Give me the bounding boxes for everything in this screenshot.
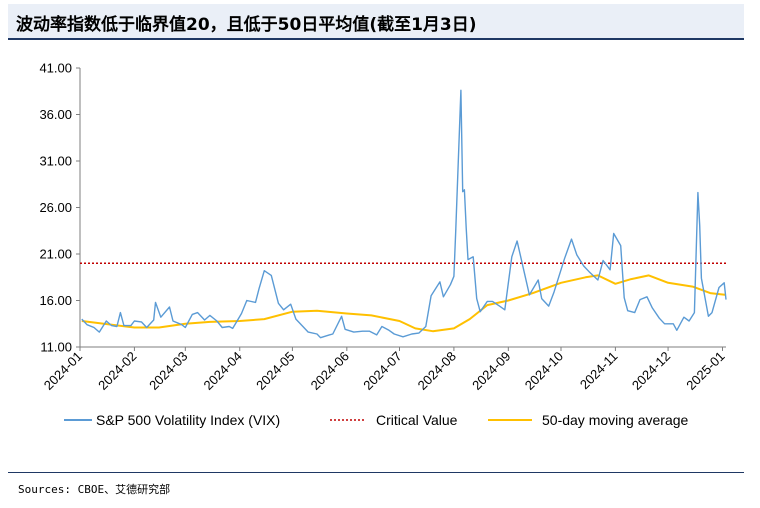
y-tick-label: 11.00 (40, 340, 72, 355)
x-tick-label: 2024-12 (629, 349, 673, 393)
x-tick-label: 2025-01 (683, 349, 727, 393)
source-note: Sources: CBOE、艾德研究部 (18, 483, 171, 496)
y-tick-label: 31.00 (39, 154, 72, 169)
y-tick-label: 26.00 (39, 200, 72, 215)
legend-label-0: S&P 500 Volatility Index (VIX) (96, 412, 280, 428)
x-tick-label: 2024-10 (522, 349, 566, 393)
y-axis: 11.00 16.00 21.00 26.00 31.00 36.00 41.00 (39, 61, 81, 355)
vix-chart: 11.00 16.00 21.00 26.00 31.00 36.00 41.00 2024… (39, 61, 728, 429)
x-tick-label: 2024-02 (95, 349, 139, 393)
series-layer (80, 89, 727, 339)
source-divider (8, 472, 744, 473)
y-tick-label: 36.00 (39, 107, 72, 122)
x-tick-label: 2024-07 (360, 349, 404, 393)
y-tick-label: 16.00 (39, 293, 72, 308)
legend-label-2: 50-day moving average (542, 412, 689, 428)
x-tick-label: 2024-05 (253, 349, 297, 393)
x-axis: 2024-01 2024-02 2024-03 2024-04 2024-05 2024-… (41, 346, 728, 393)
x-tick-label: 2024-06 (308, 349, 352, 393)
series-line-2 (81, 274, 727, 333)
legend: S&P 500 Volatility Index (VIX) Critical V… (64, 412, 689, 428)
x-tick-label: 2024-01 (41, 349, 85, 393)
y-tick-label: 41.00 (39, 61, 72, 76)
chart-title: 波动率指数低于临界值20，且低于50日平均值(截至1月3日) (16, 15, 477, 35)
x-tick-label: 2024-04 (201, 349, 245, 393)
chart-title-bar: 波动率指数低于临界值20，且低于50日平均值(截至1月3日) (8, 4, 744, 40)
x-tick-label: 2024-09 (469, 349, 513, 393)
x-tick-label: 2024-11 (577, 349, 621, 393)
legend-label-1: Critical Value (376, 412, 458, 428)
x-tick-label: 2024-08 (415, 349, 459, 393)
x-tick-label: 2024-03 (146, 349, 190, 393)
y-tick-label: 21.00 (39, 247, 72, 262)
series-line-0 (81, 89, 727, 339)
